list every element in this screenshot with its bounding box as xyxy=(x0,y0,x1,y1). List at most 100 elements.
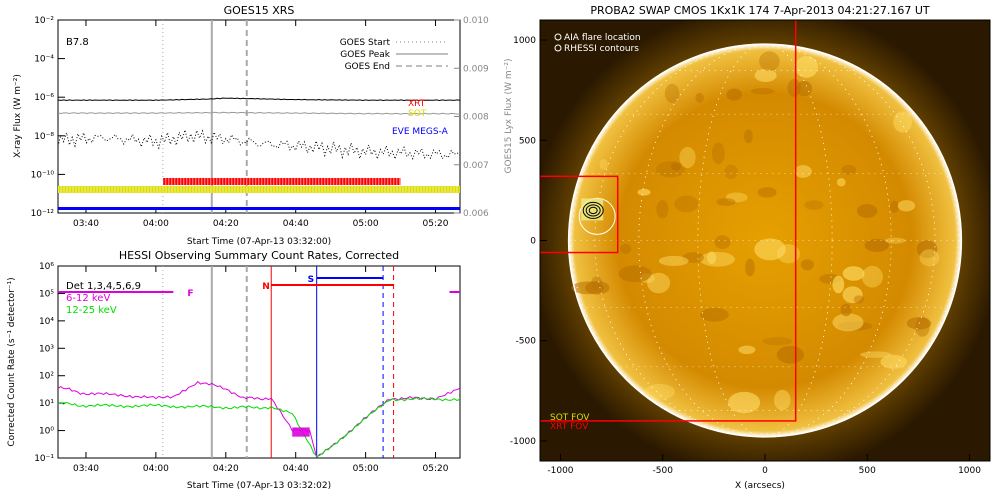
swap-ticks xyxy=(540,39,971,461)
rhessi-contour xyxy=(588,206,598,215)
swap-y-tick-label: 0 xyxy=(530,237,536,247)
rhessi-contour xyxy=(585,204,601,217)
solar-feature xyxy=(804,200,824,210)
solar-feature xyxy=(712,142,725,165)
goes-x-tick-label: 04:00 xyxy=(143,219,169,229)
goes-legend-label: GOES End xyxy=(345,62,390,72)
solar-feature xyxy=(707,251,717,264)
series-12-25-kev xyxy=(58,397,460,457)
coverage-label-eve-megs-a: EVE MEGS-A xyxy=(392,127,449,137)
solar-feature xyxy=(724,164,738,180)
swap-x-axis-label: X (arcsecs) xyxy=(735,481,785,491)
solar-feature xyxy=(889,200,899,213)
solar-feature xyxy=(915,316,930,337)
hessi-panel: HESSI Observing Summary Count Rates, Cor… xyxy=(7,249,461,491)
solar-feature xyxy=(738,345,756,355)
solar-feature xyxy=(682,252,704,264)
longitude-line xyxy=(697,43,833,438)
solar-feature xyxy=(726,88,743,101)
solar-feature xyxy=(893,111,912,133)
swap-legend-marker xyxy=(554,44,562,52)
coverage-bar-xrt xyxy=(162,178,401,185)
solar-feature xyxy=(832,275,845,294)
solar-feature xyxy=(774,389,791,411)
goes-legend-label: GOES Start xyxy=(340,38,391,48)
goes-x-tick-label: 03:40 xyxy=(73,219,99,229)
solar-feature xyxy=(754,68,777,83)
hessi-y-tick-label: 10¹ xyxy=(39,399,54,409)
hessi-state-bars: F N S xyxy=(58,275,460,437)
solar-feature xyxy=(864,238,889,252)
swap-legend-label: AIA flare location xyxy=(564,33,641,43)
swap-legend-marker xyxy=(554,33,562,41)
hessi-detectors-label: Det 1,3,4,5,6,9 xyxy=(66,281,141,292)
solar-feature xyxy=(832,313,864,332)
solar-feature xyxy=(679,146,696,169)
solar-feature xyxy=(776,345,805,364)
goes-y-tick-label: 10⁻⁴ xyxy=(34,55,54,65)
swap-y-tick-label: 1000 xyxy=(513,36,536,46)
solar-feature xyxy=(714,235,731,250)
swap-x-tick-label: 1000 xyxy=(958,466,981,476)
goes-y-tick-label-right: 0.010 xyxy=(463,16,489,26)
hessi-y-tick-label: 10⁶ xyxy=(39,262,54,272)
coverage-label-sot: SOT xyxy=(408,109,427,119)
solar-feature xyxy=(861,265,883,288)
goes-y-tick-label: 10⁻⁸ xyxy=(34,132,54,142)
goes-x-axis-label: Start Time (07-Apr-13 03:32:00) xyxy=(187,237,331,247)
hessi-y-tick-label: 10⁵ xyxy=(39,289,54,299)
goes-y-tick-label-right: 0.006 xyxy=(463,209,489,219)
solar-feature xyxy=(571,281,605,295)
hessi-x-tick-label: 05:00 xyxy=(353,464,379,474)
goes-y-tick-label: 10⁻¹⁰ xyxy=(31,170,55,180)
hessi-y-tick-label: 10³ xyxy=(39,344,54,354)
goes-y-axis-label: X-ray Flux (W m⁻²) xyxy=(13,74,23,158)
solar-feature xyxy=(841,164,857,175)
solar-active-regions xyxy=(571,51,940,414)
longitude-line xyxy=(571,43,959,438)
state-label-n: N xyxy=(262,282,270,292)
goes-y-tick-label-right: 0.009 xyxy=(463,64,489,74)
solar-feature xyxy=(840,303,852,317)
hessi-y-tick-labels: 10⁻¹ 10⁰ 10¹ 10² 10³ 10⁴ 10⁵ 10⁶ xyxy=(34,262,65,464)
goes-class-label: B7.8 xyxy=(66,37,89,48)
swap-x-tick-label: -500 xyxy=(653,466,674,476)
hessi-y-tick-label: 10² xyxy=(39,372,54,382)
hessi-y-tick-label: 10⁻¹ xyxy=(34,454,54,464)
state-label-s: S xyxy=(308,275,314,285)
fov-label-xrt-fov: XRT FOV xyxy=(550,422,589,432)
solar-feature xyxy=(842,266,865,281)
solar-feature xyxy=(759,51,780,72)
hessi-x-tick-label: 04:00 xyxy=(143,464,169,474)
goes-y-tick-label-right: 0.007 xyxy=(463,161,489,171)
solar-feature xyxy=(757,187,777,198)
goes-x-tick-label: 04:40 xyxy=(283,219,309,229)
goes-legend: GOES Start GOES Peak GOES End xyxy=(340,38,448,72)
solar-feature xyxy=(591,276,603,291)
goes-y-tick-label-right: 0.008 xyxy=(463,113,489,123)
state-label-f: F xyxy=(187,289,193,299)
solar-feature xyxy=(853,295,864,304)
hessi-title: HESSI Observing Summary Count Rates, Cor… xyxy=(119,249,399,262)
goes-coverage-bars xyxy=(58,178,460,210)
solar-feature xyxy=(656,200,669,219)
solar-feature xyxy=(919,249,940,267)
goes-legend-label: GOES Peak xyxy=(340,50,390,60)
solar-feature xyxy=(750,88,775,95)
hessi-x-tick-label: 05:20 xyxy=(423,464,449,474)
solar-feature xyxy=(880,354,907,369)
swap-x-tick-label: -1000 xyxy=(547,466,573,476)
solar-feature xyxy=(695,92,704,103)
solar-feature xyxy=(637,188,651,196)
hessi-event-markers xyxy=(162,266,395,458)
solar-feature xyxy=(745,258,755,277)
solar-feature xyxy=(884,237,906,244)
hessi-legend-label: 12-25 keV xyxy=(66,305,117,316)
solar-feature xyxy=(725,192,748,203)
sot-fov-box xyxy=(540,175,619,254)
solar-feature xyxy=(618,265,652,283)
solar-feature xyxy=(699,251,735,267)
goes-x-tick-label: 04:20 xyxy=(213,219,239,229)
